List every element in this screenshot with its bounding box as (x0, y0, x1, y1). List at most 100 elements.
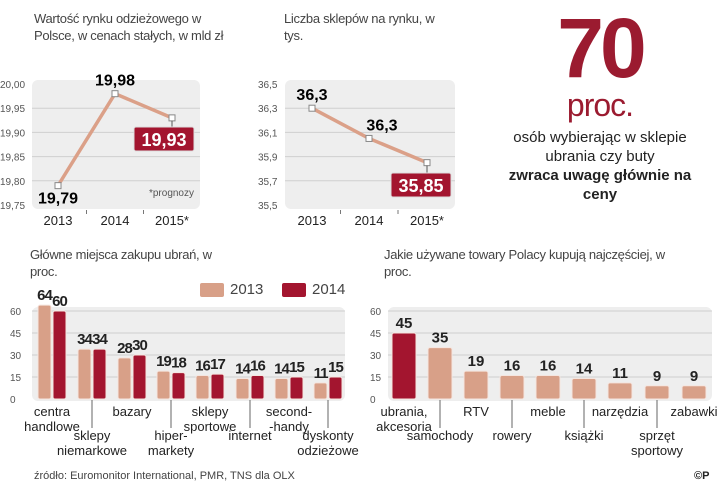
chart3-data-label-2013: 11 (314, 365, 329, 382)
chart3-bar-2013 (235, 377, 250, 400)
chart2-ytick: 36,3 (258, 104, 278, 115)
chart4-category-label: zabawki (671, 404, 718, 419)
chart3-data-label-2013: 16 (195, 358, 210, 375)
chart3-category-label: sklepy (192, 404, 229, 419)
chart4-category-label: ubrania, (381, 404, 428, 419)
chart3-category-label: sklepy (74, 428, 111, 443)
chart1-title: Wartość rynku odzieżowego w Polsce, w ce… (34, 11, 224, 43)
chart3-bar-2013 (117, 357, 132, 400)
chart2-data-label: 36,3 (366, 117, 397, 134)
chart1-xtick: 2014 (101, 213, 130, 228)
chart4-ytick: 0 (370, 395, 376, 406)
chart4-data-label: 14 (576, 360, 593, 377)
chart2-ytick: 36,5 (258, 80, 278, 91)
chart4-ytick: 45 (370, 329, 382, 340)
chart2-highlight-label: 35,85 (398, 176, 443, 196)
chart3-data-label-2014: 17 (210, 356, 225, 373)
chart3-category-label: centra (34, 404, 71, 419)
chart3-category-label: second- (266, 404, 312, 419)
chart4-bar (535, 375, 561, 400)
chart2-xtick: 2013 (298, 213, 327, 228)
chart3-category-label: odzieżowe (297, 443, 358, 458)
chart4-title: Jakie używane towary Polacy kupują najcz… (384, 247, 665, 279)
chart1-highlight-box (133, 126, 195, 152)
chart3-bar-2014 (289, 376, 304, 400)
chart4-data-label: 19 (468, 353, 485, 370)
chart2-title: Liczba sklepów na rynku, w tys. (284, 11, 435, 43)
chart4-ytick: 15 (370, 373, 382, 384)
chart3-category-label: markety (148, 443, 195, 458)
chart4-data-label: 16 (540, 358, 557, 375)
chart4-category-label: samochody (407, 428, 474, 443)
chart3-category-label: handlowe (24, 419, 80, 434)
chart4-category-label: książki (564, 428, 603, 443)
chart1-data-label: 19,98 (95, 73, 135, 90)
chart3-title: Główne miejsca zakupu ubrań, w proc. (30, 247, 212, 279)
chart3-category-label: niemarkowe (57, 443, 127, 458)
chart3-data-label-2013: 14 (235, 360, 251, 377)
chart4-data-label: 35 (432, 330, 449, 347)
chart1-ytick: 19,80 (0, 177, 25, 188)
chart3-category-label: bazary (112, 404, 152, 419)
chart3-category-label: hiper- (154, 428, 187, 443)
chart4-data-label: 16 (504, 358, 521, 375)
chart3-bar-2014 (328, 376, 343, 400)
chart2-point (423, 159, 431, 167)
chart3-data-label-2014: 15 (289, 359, 304, 376)
chart3-bar-2013 (156, 370, 171, 400)
chart1-point (168, 114, 176, 122)
chart1-highlight-label: 19,93 (141, 130, 186, 150)
legend-2014: 2014 (282, 281, 345, 298)
chart3-ytick: 15 (10, 373, 22, 384)
chart3-bar-2014 (92, 348, 107, 400)
chart3-bar-2014 (171, 372, 186, 400)
chart2-ytick: 35,5 (258, 201, 278, 212)
chart3-bar-2013 (313, 382, 328, 400)
chart2-highlight-box (390, 172, 452, 198)
chart1-ytick: 20,00 (0, 80, 25, 91)
chart3-data-label-2014: 34 (92, 331, 108, 348)
chart3-bar-2013 (77, 348, 92, 400)
chart1-xtick: 2015* (155, 213, 189, 228)
chart3-data-label-2014: 15 (328, 359, 343, 376)
headline-stat: 70 proc. (520, 6, 680, 122)
chart2-xtick: 2015* (410, 213, 444, 228)
chart3-bar-2014 (250, 375, 265, 400)
chart3-data-label-2013: 19 (156, 353, 171, 370)
chart4-bar (499, 375, 525, 400)
chart2-ytick: 35,9 (258, 153, 278, 164)
chart4-data-label: 9 (690, 368, 698, 385)
chart3-bar-2013 (37, 304, 52, 400)
chart3-data-label-2013: 64 (37, 287, 53, 304)
chart2-point (365, 134, 373, 142)
chart4-category-label: sportowy (631, 443, 684, 458)
source-note: źródło: Euromonitor International, PMR, … (34, 470, 295, 482)
chart2-xtick: 2014 (355, 213, 384, 228)
chart1-ytick: 19,95 (0, 104, 25, 115)
chart3-data-label-2013: 14 (274, 360, 290, 377)
chart3-data-label-2013: 28 (117, 340, 132, 357)
chart3-ytick: 45 (10, 329, 22, 340)
chart4-category-label: rowery (492, 428, 532, 443)
chart4-category-label: narzędzia (592, 404, 649, 419)
chart4-ytick: 60 (370, 307, 382, 318)
chart1-xtick: 2013 (44, 213, 73, 228)
chart3-data-label-2013: 34 (77, 331, 93, 348)
legend-label-2014: 2014 (312, 281, 346, 298)
chart3-bar-2014 (210, 373, 225, 400)
chart4-category-label: sprzęt (639, 428, 675, 443)
chart3-category-label: -handy (269, 419, 309, 434)
chart3-data-label-2014: 16 (250, 358, 265, 375)
chart3-data-label-2014: 30 (132, 337, 147, 354)
chart1-data-label: 19,79 (38, 191, 78, 208)
chart4-bar (427, 347, 453, 400)
chart3-bar-2013 (274, 377, 289, 400)
chart3-ytick: 60 (10, 307, 22, 318)
chart4-category-label: akcesoria (376, 419, 432, 434)
chart1-note: *prognozy (149, 188, 194, 199)
chart2-data-label: 36,3 (296, 87, 327, 104)
legend-swatch-2014 (282, 282, 306, 297)
chart1-point (54, 182, 62, 190)
chart3-category-label: dyskonty (302, 428, 354, 443)
